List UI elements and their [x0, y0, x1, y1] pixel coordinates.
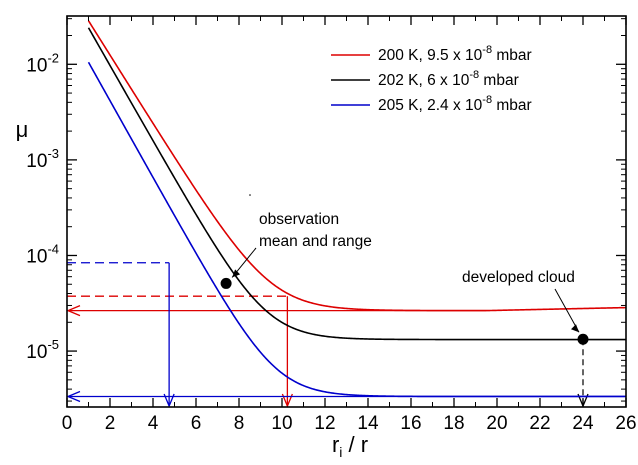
x-axis-label-sub: i [339, 444, 342, 460]
x-tick-label: 0 [62, 413, 73, 434]
annotation-dot [249, 194, 251, 196]
x-tick-label: 8 [234, 413, 245, 434]
annotations: observation mean and range developed clo… [231, 194, 580, 333]
observation-annotation-line2: mean and range [259, 233, 372, 250]
legend-label-3: 205 K, 2.4 x 10-8 mbar [378, 94, 532, 114]
observation-pointer-head [232, 269, 241, 278]
red-down-arrow [281, 393, 293, 408]
legend: 200 K, 9.5 x 10-8 mbar 202 K, 6 x 10-8 mb… [331, 44, 532, 114]
developed-cloud-annotation: developed cloud [462, 269, 575, 286]
x-tick-label: 14 [357, 413, 379, 434]
blue-left-arrow [66, 390, 81, 403]
x-tick-label: 4 [148, 413, 159, 434]
y-tick-label: 10-4 [26, 241, 59, 267]
x-tick-label: 22 [529, 413, 550, 434]
series-line-2 [87, 27, 626, 341]
y-axis-label: μ [16, 117, 29, 142]
blue-down-arrow [163, 393, 175, 408]
x-tick-label: 16 [400, 413, 421, 434]
observation-annotation-line1: observation [259, 211, 339, 228]
data-points [220, 277, 589, 345]
x-tick-label: 20 [486, 413, 507, 434]
data-point-2 [577, 333, 589, 345]
y-tick-label: 10-2 [26, 50, 59, 76]
red-left-arrow [66, 305, 81, 317]
series-lines [87, 20, 627, 398]
x-axis-label-main: r [332, 432, 339, 457]
x-tick-label: 2 [105, 413, 116, 434]
x-tick-label: 18 [443, 413, 464, 434]
developed-cloud-pointer-line [554, 288, 580, 333]
data-point-1 [220, 277, 232, 289]
x-tick-label: 26 [615, 413, 636, 434]
developed-cloud-pointer-head [571, 324, 579, 333]
legend-label-1: 200 K, 9.5 x 10-8 mbar [378, 44, 532, 64]
x-axis-label: ri / r [332, 432, 368, 460]
x-tick-label: 6 [191, 413, 202, 434]
y-tick-label: 10-3 [26, 146, 59, 172]
series-line-1 [87, 20, 627, 312]
x-tick-label: 24 [572, 413, 594, 434]
x-tick-label: 12 [314, 413, 335, 434]
x-tick-label: 10 [271, 413, 292, 434]
x-axis-label-rest: / r [342, 432, 368, 457]
y-tick-label: 10-5 [26, 337, 59, 363]
series-line-3 [87, 61, 626, 398]
legend-label-2: 202 K, 6 x 10-8 mbar [378, 69, 519, 89]
